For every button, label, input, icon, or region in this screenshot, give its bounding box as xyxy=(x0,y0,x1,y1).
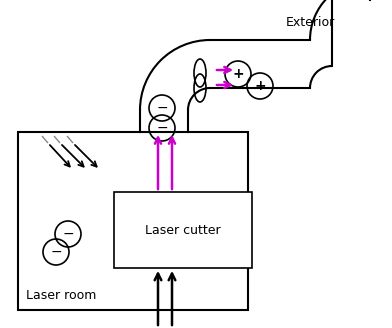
Bar xyxy=(114,192,252,268)
Bar xyxy=(18,132,248,310)
Text: −: − xyxy=(156,101,168,115)
Text: Laser cutter: Laser cutter xyxy=(145,223,221,236)
Text: −: − xyxy=(156,121,168,135)
Text: −: − xyxy=(62,227,74,241)
Text: +: + xyxy=(254,79,266,93)
Text: −: − xyxy=(50,245,62,259)
Text: Laser room: Laser room xyxy=(26,289,96,302)
Text: +: + xyxy=(232,67,244,81)
Text: Exterior: Exterior xyxy=(285,16,335,30)
